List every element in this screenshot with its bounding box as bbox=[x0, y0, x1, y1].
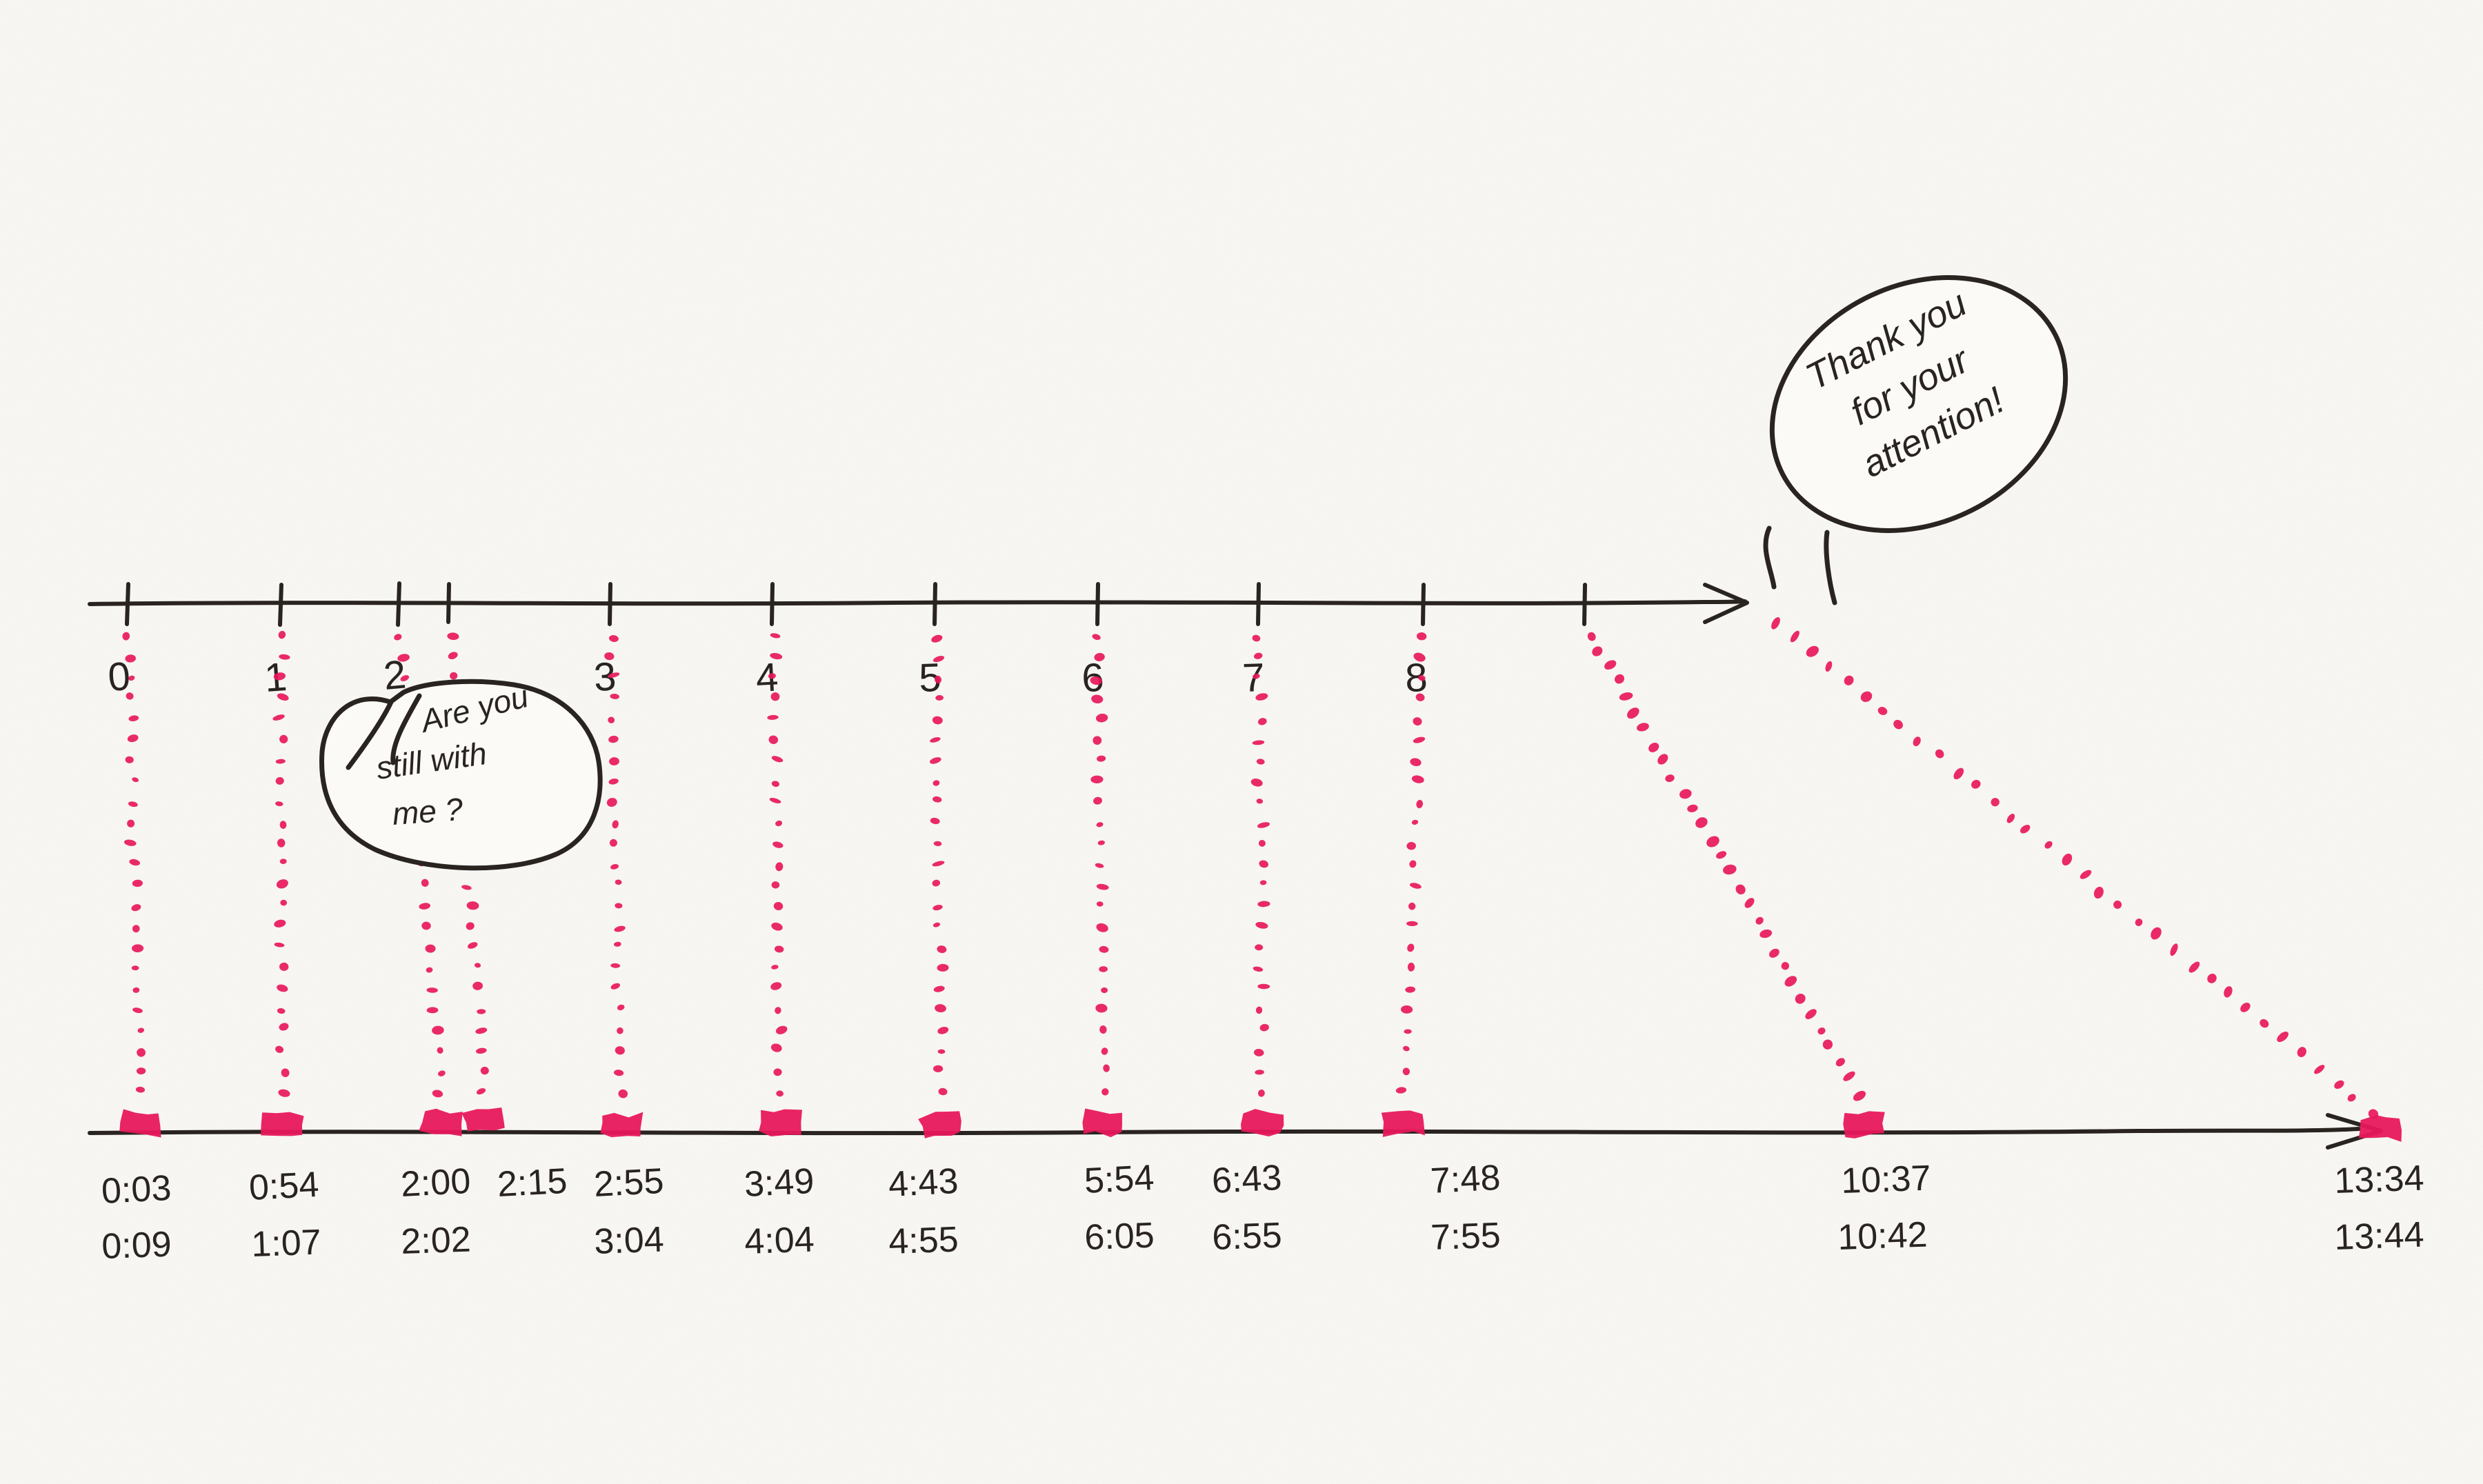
svg-text:0:54: 0:54 bbox=[248, 1165, 320, 1208]
svg-text:13:44: 13:44 bbox=[2333, 1214, 2424, 1258]
svg-text:4:04: 4:04 bbox=[744, 1219, 815, 1261]
svg-text:2:55: 2:55 bbox=[593, 1161, 665, 1205]
svg-text:6:05: 6:05 bbox=[1084, 1215, 1155, 1257]
svg-text:3:49: 3:49 bbox=[744, 1161, 815, 1205]
svg-text:10:42: 10:42 bbox=[1837, 1214, 1928, 1258]
svg-text:2:00: 2:00 bbox=[400, 1161, 472, 1205]
svg-text:0:03: 0:03 bbox=[101, 1168, 172, 1212]
svg-text:4:55: 4:55 bbox=[888, 1219, 959, 1261]
svg-text:6:43: 6:43 bbox=[1211, 1158, 1283, 1201]
svg-text:4:43: 4:43 bbox=[888, 1161, 959, 1205]
svg-text:2:02: 2:02 bbox=[400, 1219, 471, 1261]
svg-text:1:07: 1:07 bbox=[250, 1222, 321, 1264]
svg-text:me ?: me ? bbox=[391, 791, 464, 832]
svg-text:3:04: 3:04 bbox=[593, 1219, 664, 1261]
svg-text:2:15: 2:15 bbox=[497, 1161, 568, 1205]
svg-text:0:09: 0:09 bbox=[101, 1224, 172, 1266]
svg-text:13:34: 13:34 bbox=[2333, 1158, 2424, 1201]
svg-text:7:48: 7:48 bbox=[1430, 1158, 1502, 1201]
svg-text:10:37: 10:37 bbox=[1840, 1158, 1931, 1201]
svg-text:5:54: 5:54 bbox=[1084, 1158, 1155, 1201]
svg-text:7:55: 7:55 bbox=[1430, 1215, 1501, 1257]
svg-text:6:55: 6:55 bbox=[1211, 1215, 1282, 1257]
